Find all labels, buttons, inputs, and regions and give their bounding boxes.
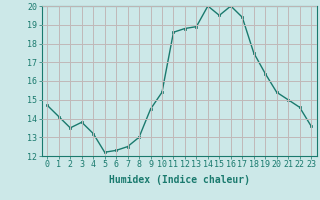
X-axis label: Humidex (Indice chaleur): Humidex (Indice chaleur) bbox=[109, 175, 250, 185]
